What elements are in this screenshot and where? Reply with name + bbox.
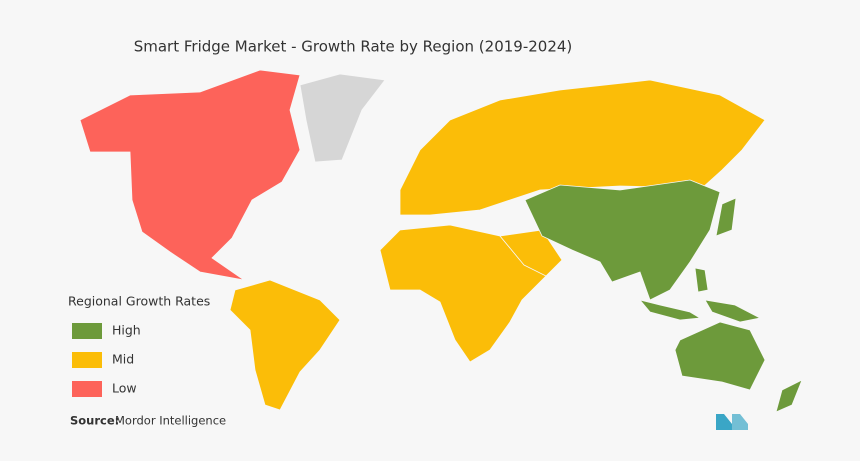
new-guinea — [704, 299, 762, 323]
australia — [674, 321, 766, 391]
logo — [716, 414, 748, 430]
new-zealand — [775, 379, 803, 413]
legend-label: Low — [112, 381, 137, 396]
legend-title: Regional Growth Rates — [68, 294, 210, 309]
map-title: Smart Fridge Market - Growth Rate by Reg… — [134, 38, 573, 56]
north-america — [79, 69, 301, 281]
south-america — [229, 279, 341, 411]
africa — [379, 224, 551, 363]
logo-part — [732, 414, 748, 430]
greenland — [299, 73, 386, 163]
legend-swatch — [72, 381, 102, 397]
indonesia — [638, 299, 702, 321]
legend: High Mid Low — [72, 323, 141, 397]
source-text: Mordor Intelligence — [115, 414, 226, 428]
europe-russia — [399, 79, 766, 216]
japan — [715, 197, 737, 237]
middle-east — [499, 229, 563, 277]
legend-swatch — [72, 352, 102, 368]
legend-label: High — [112, 323, 141, 338]
world-map — [79, 69, 803, 413]
legend-swatch — [72, 323, 102, 339]
legend-label: Mid — [112, 352, 134, 367]
logo-part — [716, 414, 732, 430]
asia — [524, 179, 721, 301]
philippines — [694, 267, 709, 293]
source-label: Source: — [70, 414, 119, 428]
